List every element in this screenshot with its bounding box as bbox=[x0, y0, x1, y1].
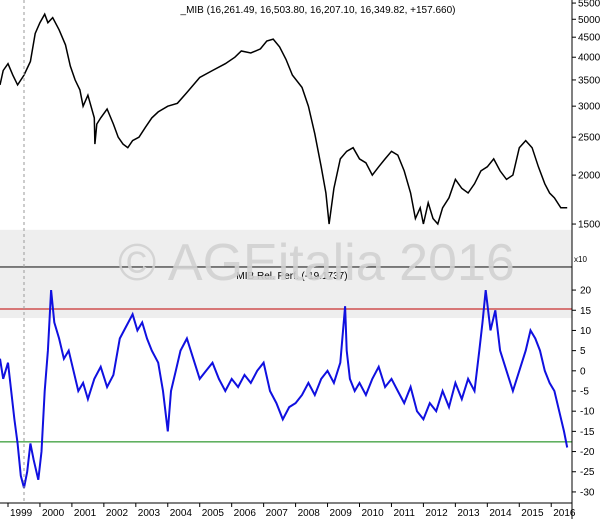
x-tick-label: 2012 bbox=[425, 508, 448, 519]
bottom-y-tick-label: -20 bbox=[580, 447, 595, 458]
top-y-tick-label: 1500 bbox=[578, 220, 600, 231]
bottom-y-tick-label: 5 bbox=[580, 346, 586, 357]
top-y-tick-label: 3500 bbox=[578, 75, 600, 86]
top-panel: _MIB (16,261.49, 16,503.80, 16,207.10, 1… bbox=[0, 0, 600, 267]
bottom-y-tick-label: 10 bbox=[580, 326, 592, 337]
x-tick-label: 2009 bbox=[330, 508, 353, 519]
x-tick-label: 2002 bbox=[106, 508, 129, 519]
bottom-y-axis-ticks: -30 -25 -20 -15 -10 -5 0 5 10 15 20 bbox=[572, 286, 595, 498]
top-panel-title: _MIB (16,261.49, 16,503.80, 16,207.10, 1… bbox=[180, 5, 456, 16]
bottom-y-tick-label: -30 bbox=[580, 487, 595, 498]
top-y-tick-label: 5000 bbox=[578, 15, 600, 26]
x-tick-label: 2007 bbox=[266, 508, 289, 519]
bottom-y-tick-label: -15 bbox=[580, 427, 595, 438]
x-tick-label: 2011 bbox=[393, 508, 415, 519]
bottom-y-tick-label: -25 bbox=[580, 467, 595, 478]
top-y-tick-label: 4500 bbox=[578, 33, 600, 44]
x-tick-label: 2013 bbox=[457, 508, 480, 519]
bottom-panel-title: MIB Rel. Perf. (-19.1737) bbox=[236, 271, 347, 282]
frame bbox=[0, 0, 573, 519]
top-y-tick-label: 2000 bbox=[578, 171, 600, 182]
x-tick-label: 2010 bbox=[361, 508, 384, 519]
bottom-panel-shade bbox=[0, 268, 572, 319]
top-y-tick-label: 3000 bbox=[578, 102, 600, 113]
bottom-panel: MIB Rel. Perf. (-19.1737) -30 -25 -20 -15 -1… bbox=[0, 268, 595, 519]
x-tick-label: 2016 bbox=[553, 508, 576, 519]
x-tick-label: 2004 bbox=[170, 508, 193, 519]
bottom-y-tick-label: 15 bbox=[580, 306, 592, 317]
top-y-tick-label: 2500 bbox=[578, 133, 600, 144]
bottom-y-tick-label: -5 bbox=[580, 387, 589, 398]
price-line bbox=[0, 12, 568, 226]
top-y-tick-label: 4000 bbox=[578, 53, 600, 64]
bottom-y-tick-label: 0 bbox=[580, 366, 586, 377]
relative-performance-line bbox=[0, 289, 569, 489]
multiplier-label: x10 bbox=[574, 255, 587, 264]
top-y-tick-label: 5500 bbox=[578, 0, 600, 10]
watermark: © AGEitalia 2016 bbox=[118, 234, 515, 292]
x-tick-label: 2015 bbox=[521, 508, 544, 519]
bottom-y-tick-label: -10 bbox=[580, 407, 595, 418]
x-tick-label: 2008 bbox=[298, 508, 321, 519]
x-tick-label: 2001 bbox=[74, 508, 97, 519]
x-tick-label: 2003 bbox=[138, 508, 161, 519]
bottom-y-tick-label: 20 bbox=[580, 286, 592, 297]
x-tick-label: 2005 bbox=[202, 508, 225, 519]
x-tick-label: 2006 bbox=[234, 508, 257, 519]
x-tick-label: 2014 bbox=[489, 508, 512, 519]
x-tick-label: 1999 bbox=[10, 508, 33, 519]
x-tick-label: 2000 bbox=[42, 508, 65, 519]
top-panel-shade bbox=[0, 229, 572, 267]
x-axis-year-labels: 1999 2000 2001 2002 2003 2004 2005 2006 2007 2008… bbox=[7, 503, 576, 519]
top-y-axis-ticks: 1500 2000 2500 3000 3500 4000 4500 5000 5500 bbox=[572, 0, 600, 231]
